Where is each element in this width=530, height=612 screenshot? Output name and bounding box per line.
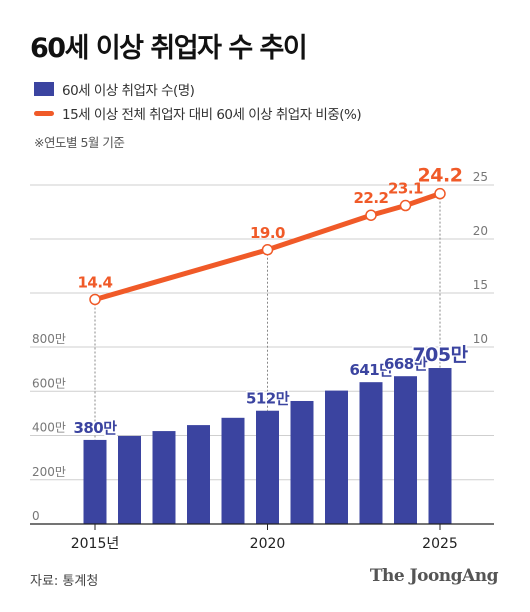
legend-bar-label: 60세 이상 취업자 수(명): [62, 83, 195, 99]
bar: [428, 368, 452, 524]
right-axis-tick-label: 20: [473, 224, 488, 238]
line-point: [399, 199, 412, 212]
bar: [325, 390, 348, 524]
line-data-label: 14.4: [77, 273, 112, 291]
left-axis-tick-label: 0: [32, 509, 40, 523]
bar-data-label: 705만: [412, 344, 468, 366]
left-axis-tick-label: 200만: [32, 465, 66, 479]
left-axis-tick-label: 600만: [32, 376, 66, 390]
bar-data-label: 668만: [384, 355, 428, 373]
line-data-label: 19.0: [250, 224, 285, 242]
x-tick-label: 2025: [422, 536, 458, 552]
line-point: [89, 293, 101, 306]
bar: [394, 376, 417, 524]
bar-data-label: 641만: [349, 361, 393, 379]
line-data-label: 24.2: [418, 165, 463, 187]
brand-logo: The JoongAng: [369, 566, 499, 586]
bar: [221, 417, 245, 524]
legend-item-bar: 60세 이상 취업자 수(명): [34, 79, 195, 99]
line-data-label: 22.2: [353, 189, 388, 207]
bar: [83, 439, 107, 524]
line-swatch-icon: [34, 110, 54, 116]
bar: [256, 410, 279, 524]
line-point: [365, 209, 377, 221]
line-point: [261, 244, 274, 256]
left-axis-tick-label: 800만: [32, 332, 66, 346]
line-data-label: 23.1: [388, 180, 423, 198]
x-tick-label: 2020: [250, 536, 286, 552]
bar-data-label: 512만: [246, 390, 290, 408]
legend-item-line: 15세 이상 전체 취업자 대비 60세 이상 취업자 비중(%): [34, 103, 362, 123]
bar: [152, 431, 176, 524]
bar-data-label: 380만: [73, 419, 117, 437]
bar-swatch-icon: [34, 82, 54, 96]
left-axis-tick-label: 400만: [32, 421, 66, 435]
source-text: 자료: 통계청: [30, 574, 99, 589]
line-point: [434, 187, 446, 200]
bar: [187, 425, 210, 524]
bar: [359, 382, 383, 524]
bar: [118, 435, 141, 524]
footnote: ※연도별 5월 기준: [34, 135, 125, 150]
bar: [290, 400, 314, 524]
legend-line-label: 15세 이상 전체 취업자 대비 60세 이상 취업자 비중(%): [62, 107, 362, 123]
chart-title: 60세 이상 취업자 수 추이: [30, 33, 308, 64]
right-axis-tick-label: 10: [473, 332, 488, 346]
x-tick-label: 2015년: [71, 536, 120, 552]
right-axis-tick-label: 15: [473, 278, 488, 292]
right-axis-tick-label: 25: [473, 170, 488, 184]
